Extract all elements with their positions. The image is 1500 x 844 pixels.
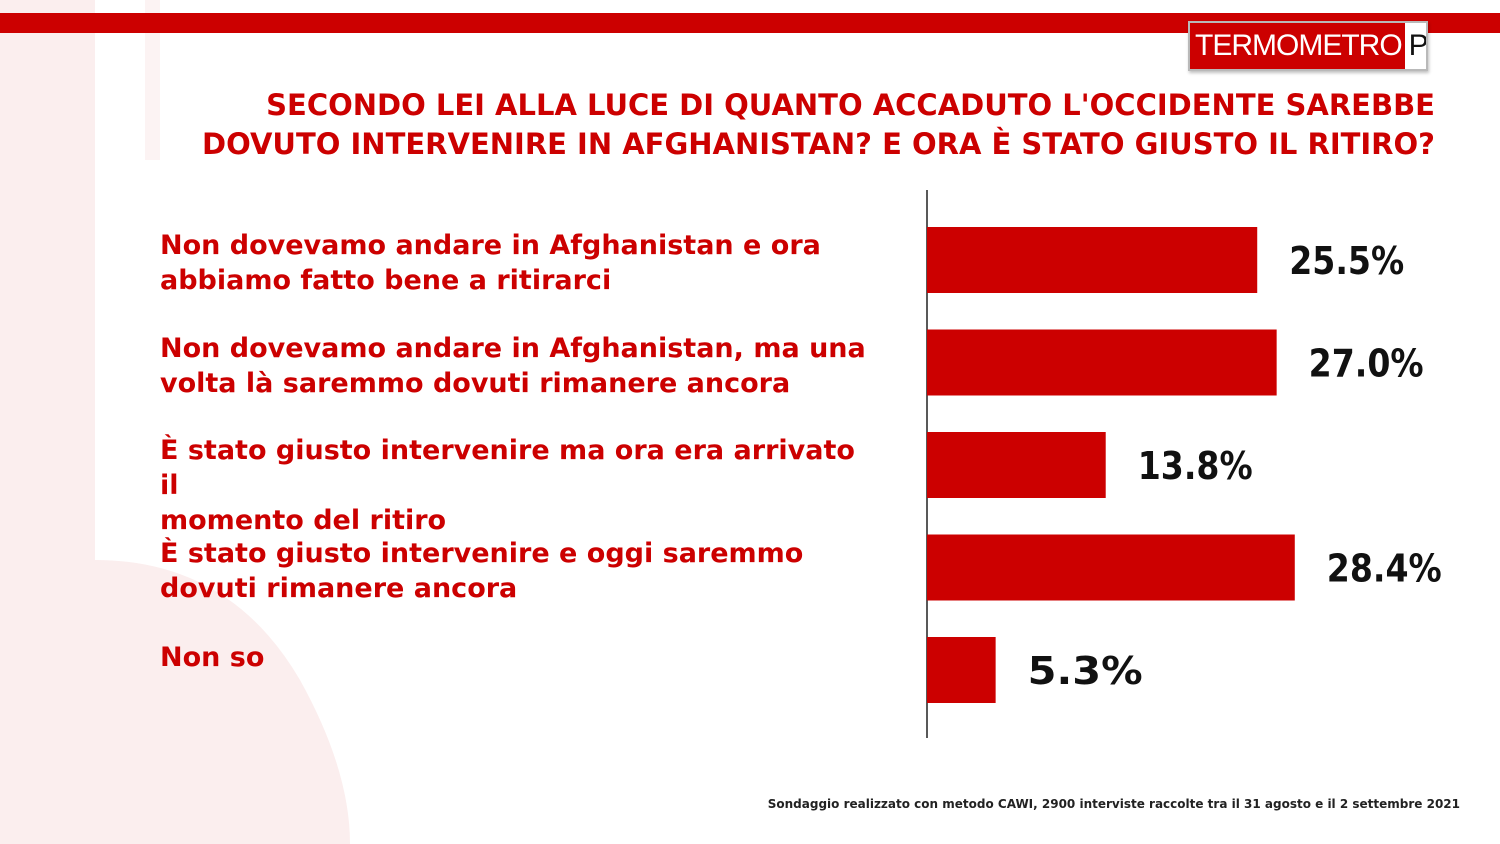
bar-4 bbox=[927, 534, 1295, 601]
survey-footnote: Sondaggio realizzato con metodo CAWI, 29… bbox=[767, 797, 1460, 811]
value-label-4: 28.4% bbox=[1327, 547, 1442, 591]
category-label-4: È stato giusto intervenire e oggi saremm… bbox=[160, 536, 880, 606]
chart-title: SECONDO LEI ALLA LUCE DI QUANTO ACCADUTO… bbox=[60, 86, 1435, 164]
category-label-3-line-2: momento del ritiro bbox=[160, 505, 447, 536]
logo-text-left: TERMOMETRO bbox=[1190, 23, 1405, 69]
category-label-1: Non dovevamo andare in Afghanistan e ora… bbox=[160, 228, 880, 298]
category-label-1-line-2: abbiamo fatto bene a ritirarci bbox=[160, 265, 612, 296]
termometro-politico-logo: TERMOMETRO POLITICO bbox=[1188, 21, 1428, 71]
bar-3 bbox=[927, 432, 1106, 498]
value-label-2: 27.0% bbox=[1309, 342, 1424, 386]
category-label-5: Non so bbox=[160, 640, 880, 675]
bar-1 bbox=[927, 227, 1258, 293]
bar-chart: 25.5% 27.0% 13.8% 28.4% 5.3% bbox=[926, 190, 1442, 738]
category-label-5-line-1: Non so bbox=[160, 642, 265, 673]
category-label-2-line-1: Non dovevamo andare in Afghanistan, ma u… bbox=[160, 333, 866, 364]
bar-5 bbox=[927, 637, 996, 703]
chart-title-line-2: DOVUTO INTERVENIRE IN AFGHANISTAN? E ORA… bbox=[202, 127, 1435, 161]
category-label-4-line-2: dovuti rimanere ancora bbox=[160, 573, 518, 604]
value-label-3: 13.8% bbox=[1138, 444, 1253, 488]
value-label-5: 5.3% bbox=[1028, 649, 1143, 693]
category-label-3-line-1: È stato giusto intervenire ma ora era ar… bbox=[160, 435, 855, 501]
value-label-1: 25.5% bbox=[1289, 239, 1404, 283]
category-label-2: Non dovevamo andare in Afghanistan, ma u… bbox=[160, 331, 880, 401]
bar-2 bbox=[927, 329, 1277, 396]
category-label-3: È stato giusto intervenire ma ora era ar… bbox=[160, 433, 880, 538]
chart-title-line-1: SECONDO LEI ALLA LUCE DI QUANTO ACCADUTO… bbox=[266, 88, 1435, 122]
category-label-2-line-2: volta là saremmo dovuti rimanere ancora bbox=[160, 368, 791, 399]
category-label-4-line-1: È stato giusto intervenire e oggi saremm… bbox=[160, 538, 804, 569]
logo-text-right: POLITICO bbox=[1408, 29, 1428, 62]
category-label-1-line-1: Non dovevamo andare in Afghanistan e ora bbox=[160, 230, 821, 261]
top-red-band bbox=[0, 13, 1500, 33]
